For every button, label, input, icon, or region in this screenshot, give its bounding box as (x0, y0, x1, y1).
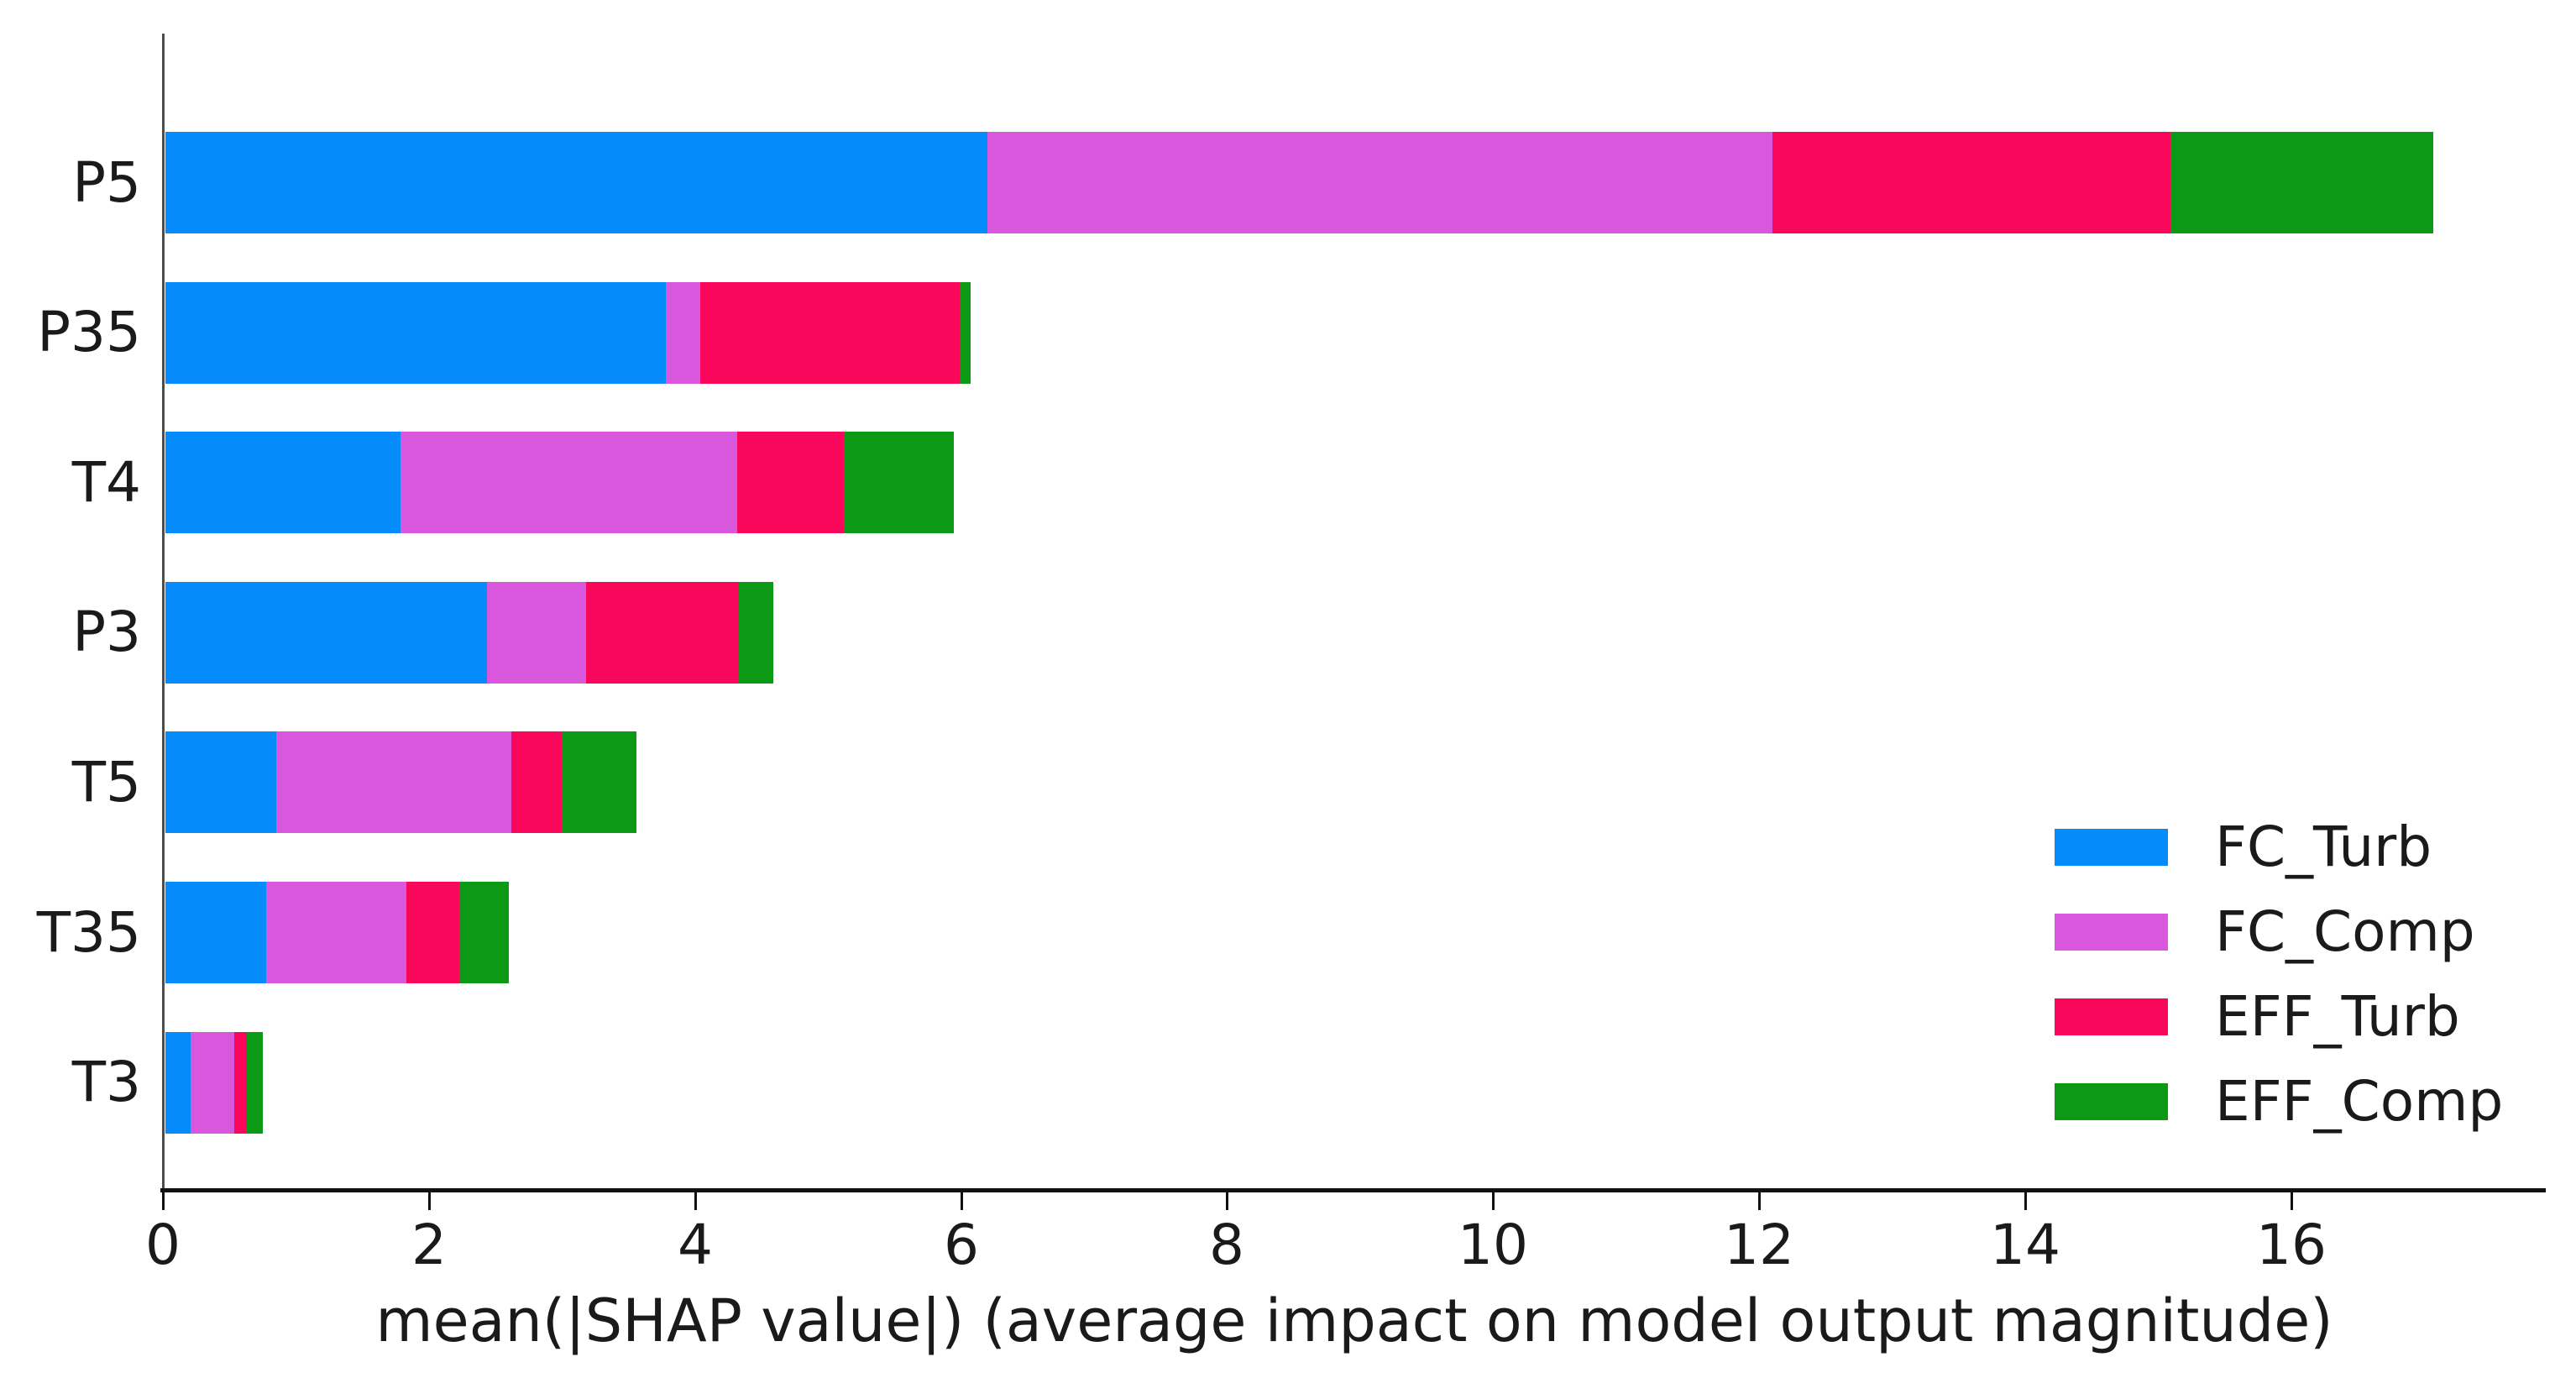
bar-segment-FC_Turb-P3 (165, 582, 488, 684)
y-tick-label-P35: P35 (37, 300, 141, 364)
bar-segment-FC_Comp-P3 (487, 582, 586, 684)
bar-segment-FC_Turb-T5 (165, 731, 276, 833)
x-tick-label-14: 14 (1990, 1213, 2060, 1277)
legend-item-EFF_Comp: EFF_Comp (2055, 1059, 2503, 1144)
bar-segment-EFF_Turb-P5 (1772, 132, 2170, 233)
x-tick-label-10: 10 (1458, 1213, 1528, 1277)
bar-row-P35 (165, 282, 971, 384)
legend-swatch-EFF_Comp (2055, 1082, 2168, 1120)
bar-row-T3 (165, 1032, 263, 1134)
bar-segment-EFF_Comp-T3 (246, 1032, 263, 1134)
bar-segment-FC_Comp-T4 (401, 432, 738, 533)
x-tick-mark-0 (162, 1192, 165, 1210)
legend-item-EFF_Turb: EFF_Turb (2055, 974, 2503, 1059)
bar-segment-EFF_Comp-T35 (459, 882, 509, 983)
legend-label-FC_Turb: FC_Turb (2215, 815, 2432, 879)
bar-segment-EFF_Turb-T35 (406, 882, 460, 983)
bar-segment-FC_Comp-T3 (191, 1032, 235, 1134)
bar-segment-EFF_Comp-T4 (843, 432, 955, 533)
bar-segment-EFF_Turb-T5 (510, 731, 563, 833)
legend-label-FC_Comp: FC_Comp (2215, 899, 2475, 964)
bar-segment-EFF_Turb-P35 (699, 282, 960, 384)
legend: FC_Turb FC_Comp EFF_Turb EFF_Comp (2055, 804, 2503, 1144)
x-axis-title: mean(|SHAP value|) (average impact on mo… (375, 1286, 2333, 1355)
y-tick-label-T5: T5 (71, 750, 141, 815)
x-tick-label-8: 8 (1209, 1213, 1244, 1277)
bar-segment-EFF_Comp-T5 (562, 731, 636, 833)
legend-item-FC_Comp: FC_Comp (2055, 889, 2503, 974)
bar-segment-FC_Turb-T3 (165, 1032, 191, 1134)
x-tick-mark-6 (961, 1192, 963, 1210)
bar-segment-EFF_Turb-T4 (737, 432, 844, 533)
bar-segment-FC_Comp-P35 (665, 282, 700, 384)
legend-swatch-FC_Turb (2055, 828, 2168, 866)
x-tick-label-2: 2 (411, 1213, 447, 1277)
x-tick-mark-10 (1492, 1192, 1495, 1210)
bar-segment-FC_Comp-T5 (275, 731, 511, 833)
x-axis-line (160, 1188, 2546, 1192)
legend-swatch-FC_Comp (2055, 913, 2168, 951)
bar-segment-EFF_Comp-P3 (738, 582, 774, 684)
x-tick-mark-16 (2291, 1192, 2293, 1210)
legend-label-EFF_Turb: EFF_Turb (2215, 984, 2460, 1049)
bar-segment-FC_Turb-T35 (165, 882, 267, 983)
x-tick-mark-12 (1758, 1192, 1761, 1210)
bar-segment-FC_Comp-P5 (987, 132, 1772, 233)
x-tick-label-0: 0 (145, 1213, 181, 1277)
x-tick-label-12: 12 (1724, 1213, 1794, 1277)
y-tick-label-T35: T35 (36, 900, 141, 965)
y-tick-label-P3: P3 (72, 600, 141, 664)
legend-label-EFF_Comp: EFF_Comp (2215, 1069, 2504, 1134)
y-axis-spine (162, 34, 165, 1192)
bar-segment-EFF_Comp-P5 (2170, 132, 2434, 233)
y-tick-label-P5: P5 (72, 150, 141, 215)
x-tick-mark-14 (2024, 1192, 2027, 1210)
bar-segment-FC_Turb-P5 (165, 132, 988, 233)
y-tick-label-T3: T3 (71, 1050, 141, 1114)
y-tick-label-T4: T4 (71, 450, 141, 515)
x-tick-mark-4 (694, 1192, 697, 1210)
x-tick-label-16: 16 (2256, 1213, 2327, 1277)
bar-segment-FC_Comp-T35 (266, 882, 406, 983)
bar-row-T35 (165, 882, 509, 983)
x-tick-mark-2 (428, 1192, 431, 1210)
bar-row-P5 (165, 132, 2434, 233)
bar-segment-EFF_Turb-P3 (585, 582, 739, 684)
legend-swatch-EFF_Turb (2055, 998, 2168, 1035)
x-tick-label-6: 6 (944, 1213, 979, 1277)
bar-segment-FC_Turb-P35 (165, 282, 666, 384)
x-tick-label-4: 4 (678, 1213, 713, 1277)
bar-segment-FC_Turb-T4 (165, 432, 401, 533)
bar-row-P3 (165, 582, 774, 684)
x-tick-mark-8 (1226, 1192, 1228, 1210)
legend-item-FC_Turb: FC_Turb (2055, 804, 2503, 889)
bar-segment-EFF_Turb-T3 (234, 1032, 247, 1134)
bar-segment-EFF_Comp-P35 (959, 282, 971, 384)
bar-row-T5 (165, 731, 636, 833)
bar-row-T4 (165, 432, 955, 533)
